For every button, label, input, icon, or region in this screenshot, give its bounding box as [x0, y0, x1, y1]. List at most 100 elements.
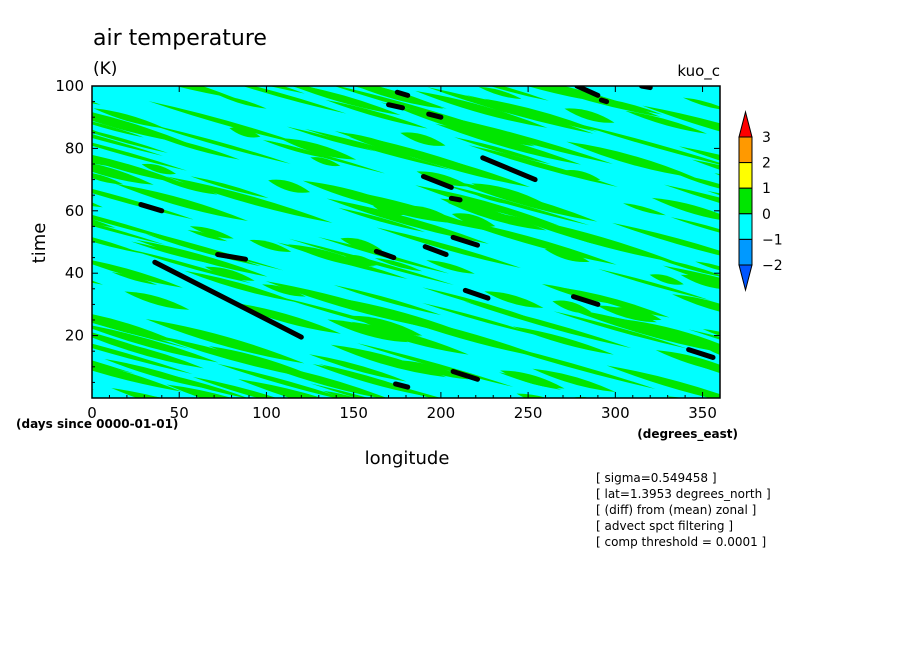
positive-band — [566, 169, 601, 181]
positive-band — [175, 86, 237, 99]
black-streaks — [138, 86, 716, 390]
positive-band — [672, 294, 720, 312]
positive-band — [642, 105, 720, 132]
annotation-line: [ advect spct filtering ] — [596, 519, 733, 533]
colorbar-label: 0 — [762, 207, 771, 223]
extreme-streak — [462, 287, 491, 301]
positive-band — [484, 291, 544, 308]
positive-band — [333, 285, 442, 316]
positive-band — [92, 197, 94, 199]
positive-band — [190, 176, 269, 199]
positive-band — [365, 65, 437, 85]
positive-band — [468, 145, 618, 187]
positive-band — [688, 329, 720, 340]
y-axis-units: (days since 0000-01-01) — [16, 417, 178, 431]
positive-band — [0, 168, 90, 201]
positive-band — [92, 343, 193, 375]
positive-band — [433, 181, 590, 226]
positive-band — [92, 360, 136, 374]
positive-band — [346, 194, 448, 223]
positive-band — [706, 348, 720, 355]
annotation-line: [ (diff) from (mean) zonal ] — [596, 503, 756, 517]
positive-band — [498, 372, 562, 390]
positive-band — [398, 108, 535, 147]
positive-band — [129, 249, 252, 284]
positive-band — [208, 346, 308, 374]
positive-band — [229, 127, 261, 138]
positive-band — [654, 257, 720, 277]
positive-band — [111, 272, 158, 285]
positive-band — [691, 159, 720, 170]
positive-band — [422, 287, 526, 317]
positive-band — [670, 217, 720, 233]
positive-band — [702, 328, 720, 336]
positive-band — [92, 222, 166, 245]
positive-band — [92, 112, 191, 145]
x-tick-label: 350 — [688, 404, 717, 422]
positive-band — [553, 311, 688, 349]
positive-band — [724, 271, 826, 300]
positive-band — [145, 318, 305, 364]
positive-band — [135, 239, 268, 277]
positive-band — [92, 260, 183, 288]
positive-band — [166, 384, 232, 398]
x-tick-label: 50 — [170, 404, 189, 422]
positive-band — [111, 388, 162, 398]
positive-band — [0, 164, 88, 202]
positive-band — [572, 122, 720, 165]
x-axis-label: longitude — [365, 448, 450, 469]
extreme-streak — [152, 259, 304, 340]
positive-band — [340, 237, 383, 251]
positive-band — [92, 280, 104, 285]
positive-band — [322, 390, 357, 398]
colorbar-label: −1 — [762, 232, 783, 248]
positive-band — [483, 104, 518, 114]
positive-band — [722, 46, 799, 68]
positive-band — [663, 184, 720, 204]
positive-band — [701, 65, 855, 108]
positive-band — [680, 274, 720, 289]
extreme-streak — [570, 294, 601, 307]
positive-band — [92, 173, 124, 185]
positive-band — [325, 99, 428, 129]
positive-band — [187, 230, 228, 242]
positive-band — [435, 123, 582, 165]
positive-band — [92, 163, 154, 185]
positive-band — [747, 412, 817, 432]
positive-band — [287, 244, 373, 268]
positive-band — [183, 330, 230, 344]
positive-band — [527, 86, 583, 100]
positive-band — [552, 300, 592, 313]
colorbar-band — [738, 136, 753, 164]
positive-band — [415, 90, 548, 128]
positive-band — [451, 213, 496, 227]
positive-band — [45, 110, 89, 123]
y-tick-label: 100 — [55, 77, 84, 95]
positive-band — [490, 86, 549, 101]
positive-band — [149, 395, 163, 398]
positive-band — [93, 108, 165, 129]
positive-band — [92, 202, 103, 208]
positive-band — [184, 270, 297, 303]
positive-band — [623, 203, 666, 216]
extreme-streak — [420, 173, 454, 190]
positive-band — [598, 268, 710, 301]
positive-band — [512, 326, 614, 355]
positive-band — [310, 157, 341, 167]
positive-band — [471, 183, 547, 205]
positive-band — [454, 137, 551, 165]
positive-band — [253, 60, 292, 72]
positive-band — [92, 388, 95, 390]
x-tick-label: 0 — [87, 404, 97, 422]
positive-band — [743, 379, 807, 397]
y-tick-label: 40 — [65, 264, 84, 282]
positive-band — [351, 321, 469, 355]
positive-band — [374, 257, 423, 272]
x-tick-label: 250 — [514, 404, 543, 422]
positive-band — [0, 141, 47, 155]
x-axis-units: (degrees_east) — [637, 427, 738, 442]
extreme-streak — [448, 195, 463, 203]
colorbar-band — [738, 213, 753, 240]
positive-band — [655, 350, 720, 372]
